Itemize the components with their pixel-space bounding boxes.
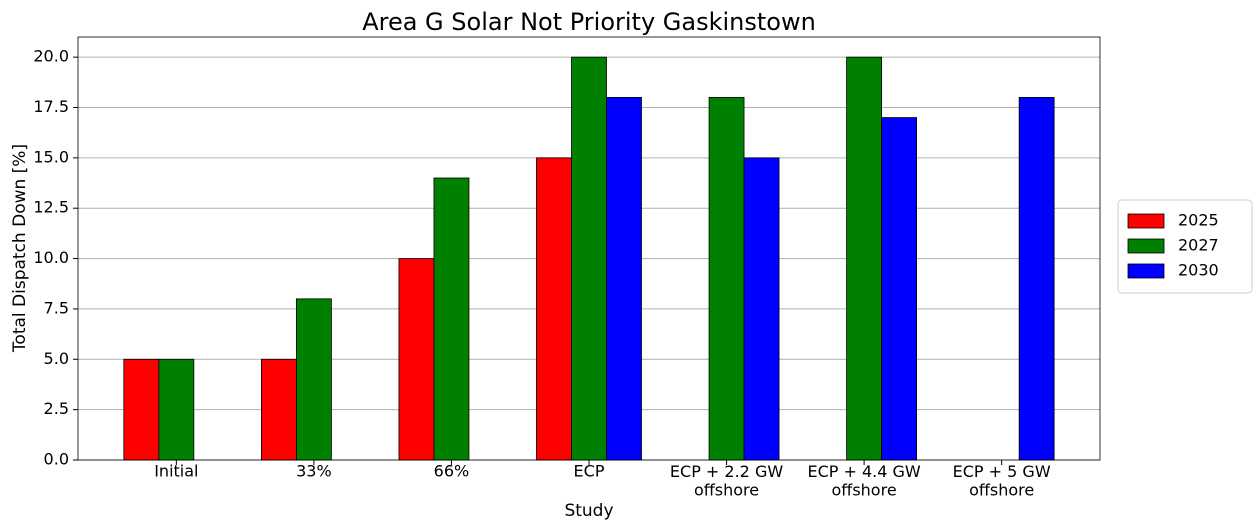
y-tick-label: 10.0: [33, 248, 69, 267]
bar: [260, 358, 297, 461]
x-tick-label: ECP: [574, 462, 605, 481]
bar: [571, 56, 607, 461]
legend-label: 2025: [1178, 211, 1219, 230]
bar: [433, 177, 470, 461]
bar: [881, 117, 918, 461]
y-tick-label: 12.5: [33, 198, 69, 217]
bar: [158, 358, 195, 461]
legend-swatch: [1127, 238, 1165, 254]
y-tick-label: 0.0: [44, 450, 69, 469]
bar: [1018, 97, 1055, 461]
x-axis-label: Study: [564, 501, 613, 521]
bar: [536, 157, 572, 461]
y-tick-label: 20.0: [33, 47, 69, 66]
y-tick-label: 5.0: [44, 349, 69, 368]
x-tick-label: ECP + 5 GW offshore: [953, 462, 1051, 499]
chart-title: Area G Solar Not Priority Gaskinstown: [362, 8, 816, 36]
bar: [398, 258, 435, 461]
legend-swatch: [1127, 263, 1165, 279]
bar: [606, 97, 642, 461]
x-tick-label: ECP + 4.4 GW offshore: [807, 462, 920, 499]
x-tick-label: 66%: [434, 462, 470, 481]
y-tick-label: 15.0: [33, 147, 69, 166]
x-tick-label: ECP + 2.2 GW offshore: [670, 462, 783, 499]
y-tick-label: 7.5: [44, 298, 69, 317]
bar: [846, 56, 883, 461]
legend-label: 2030: [1178, 261, 1219, 280]
plot-frame: [77, 36, 1101, 461]
bar: [743, 157, 780, 461]
bar: [295, 298, 332, 461]
bar: [123, 358, 160, 461]
y-axis-label: Total Dispatch Down [%]: [10, 144, 30, 353]
x-tick-label: 33%: [296, 462, 332, 481]
x-tick-label: Initial: [154, 462, 198, 481]
legend-label: 2027: [1178, 236, 1219, 255]
y-tick-label: 2.5: [44, 399, 69, 418]
y-tick-label: 17.5: [33, 97, 69, 116]
bar: [708, 97, 745, 461]
legend-swatch: [1127, 213, 1165, 229]
